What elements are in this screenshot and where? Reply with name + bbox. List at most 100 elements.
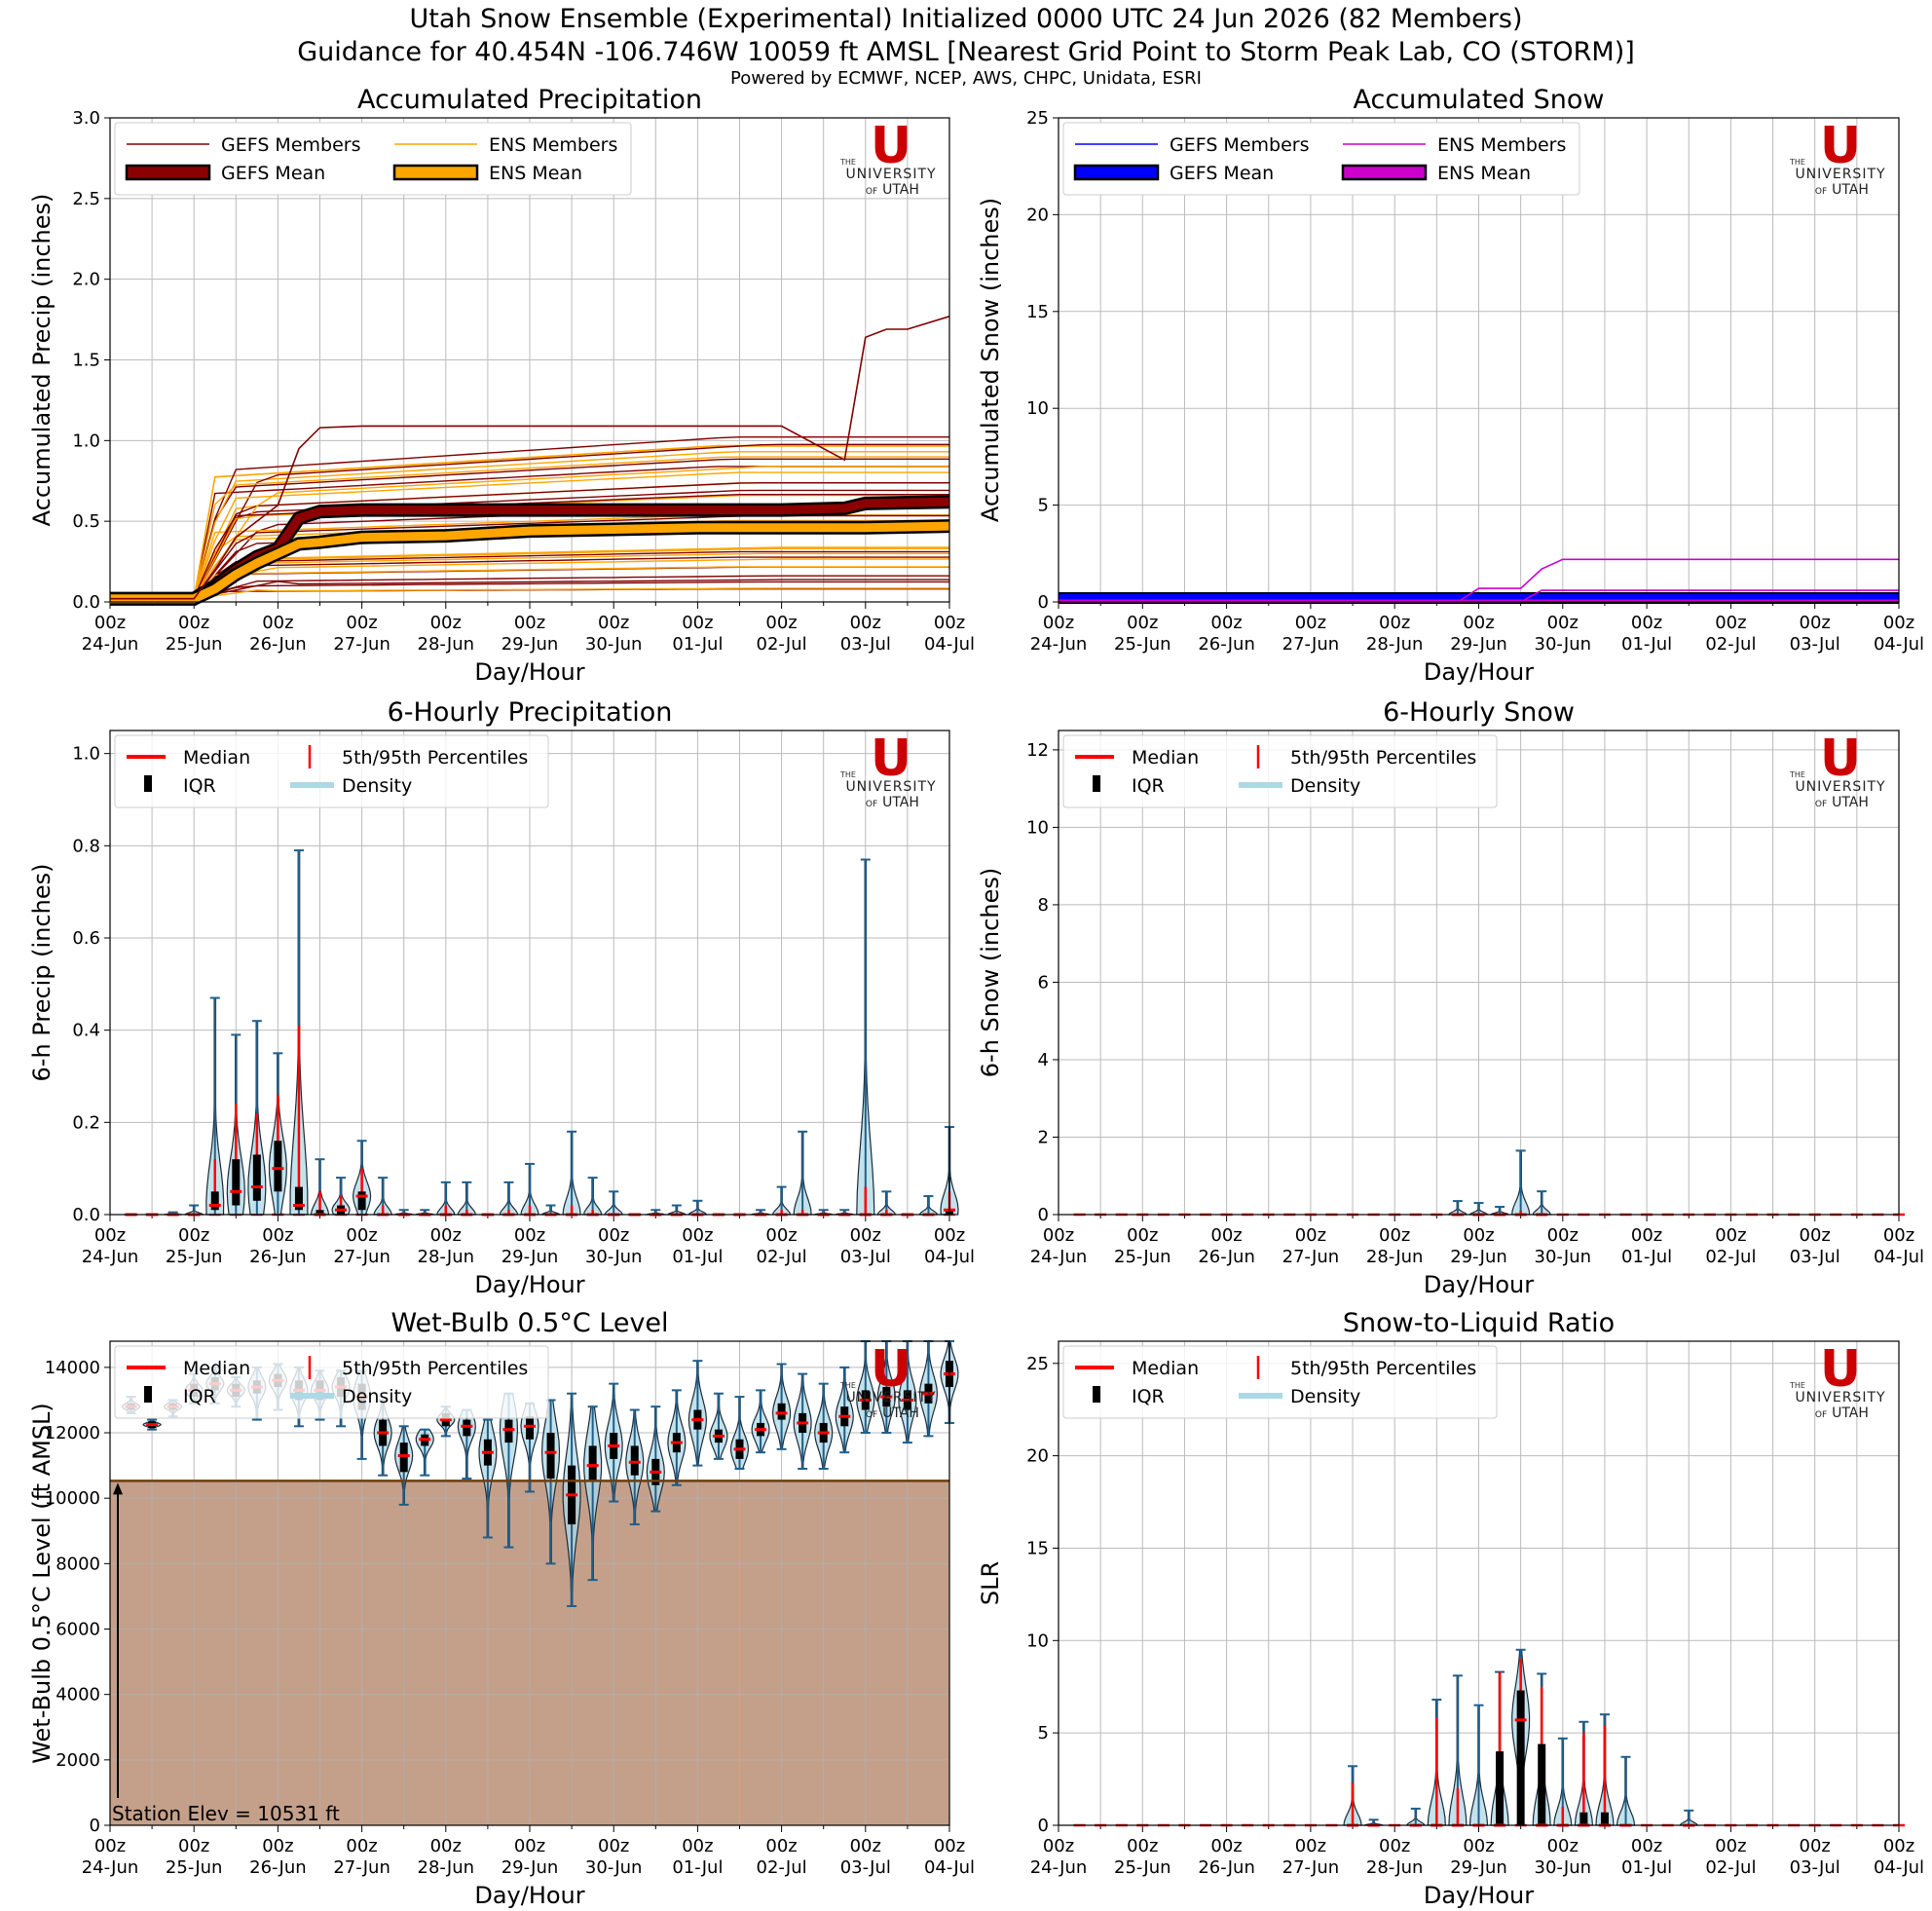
violin-iqr-box bbox=[1538, 1743, 1546, 1825]
x-tick-date-label: 26-Jun bbox=[1198, 1857, 1255, 1878]
x-tick-hour-label: 00z bbox=[1379, 1836, 1410, 1856]
y-tick-label: 0 bbox=[1038, 592, 1049, 613]
logo-utah-text: UTAH bbox=[882, 1405, 919, 1421]
x-tick-date-label: 24-Jun bbox=[82, 1857, 139, 1878]
x-tick-date-label: 27-Jun bbox=[1282, 1247, 1340, 1267]
x-tick-hour-label: 00z bbox=[1379, 613, 1410, 633]
x-tick-hour-label: 00z bbox=[178, 1836, 209, 1856]
x-tick-date-label: 26-Jun bbox=[249, 1857, 307, 1878]
x-tick-hour-label: 00z bbox=[934, 613, 965, 633]
logo-the-text: THE bbox=[1789, 158, 1805, 167]
x-tick-hour-label: 00z bbox=[934, 1836, 965, 1856]
violin-mark bbox=[1532, 1672, 1551, 1827]
x-tick-date-label: 30-Jun bbox=[585, 1857, 643, 1878]
x-tick-date-label: 30-Jun bbox=[1535, 1247, 1592, 1267]
violin-iqr-box bbox=[463, 1419, 471, 1437]
legend-box bbox=[114, 734, 549, 808]
ens-member-line bbox=[110, 587, 949, 600]
legend-box bbox=[1062, 122, 1580, 196]
legend-label: GEFS Members bbox=[221, 134, 360, 156]
x-tick-date-label: 30-Jun bbox=[1535, 634, 1592, 655]
x-tick-hour-label: 00z bbox=[1800, 1836, 1831, 1856]
y-tick-label: 15 bbox=[1026, 302, 1049, 322]
legend-swatch-iqr bbox=[144, 775, 152, 792]
violin-mark bbox=[771, 1363, 792, 1450]
x-tick-date-label: 29-Jun bbox=[1450, 1857, 1507, 1878]
y-axis-label: Accumulated Precip (inches) bbox=[28, 194, 56, 527]
violin-iqr-box bbox=[1579, 1812, 1588, 1825]
panel-title: 6-Hourly Precipitation bbox=[388, 697, 673, 728]
x-tick-hour-label: 00z bbox=[1631, 613, 1662, 633]
x-tick-date-label: 25-Jun bbox=[166, 1857, 223, 1878]
violin-iqr-box bbox=[777, 1403, 786, 1420]
x-tick-hour-label: 00z bbox=[1295, 1836, 1326, 1856]
logo-of-text: OF bbox=[866, 800, 877, 809]
x-tick-hour-label: 00z bbox=[1631, 1225, 1662, 1246]
violin-mark bbox=[667, 1389, 687, 1486]
logo-university-text: UNIVERSITY bbox=[845, 779, 936, 795]
x-tick-date-label: 02-Jul bbox=[1705, 1857, 1756, 1878]
panel-title: 6-Hourly Snow bbox=[1383, 697, 1575, 728]
legend-label: 5th/95th Percentiles bbox=[342, 1358, 528, 1379]
legend-swatch bbox=[1341, 164, 1428, 181]
y-axis-label: Wet-Bulb 0.5°C Level (ft AMSL) bbox=[28, 1403, 56, 1764]
gefs-member-line bbox=[110, 443, 949, 600]
x-tick-date-label: 03-Jul bbox=[840, 1247, 891, 1267]
violin-iqr-box bbox=[588, 1445, 597, 1482]
violin-iqr-box bbox=[1496, 1751, 1505, 1825]
x-tick-date-label: 04-Jul bbox=[1874, 1247, 1924, 1267]
panel-precip_6h: 6-Hourly Precipitation Day/Hour 6-h Precip… bbox=[28, 697, 975, 1298]
y-tick-label: 0 bbox=[1038, 1205, 1049, 1225]
violin-mark bbox=[898, 1340, 917, 1444]
x-axis-label: Day/Hour bbox=[1424, 1882, 1534, 1909]
x-tick-date-label: 04-Jul bbox=[1874, 1857, 1924, 1878]
x-tick-date-label: 04-Jul bbox=[924, 1247, 975, 1267]
gefs-member-line bbox=[110, 436, 949, 600]
x-tick-hour-label: 00z bbox=[1295, 1225, 1326, 1246]
x-tick-hour-label: 00z bbox=[1715, 1836, 1746, 1856]
x-tick-hour-label: 00z bbox=[346, 1225, 377, 1246]
x-tick-hour-label: 00z bbox=[1210, 613, 1242, 633]
x-tick-hour-label: 00z bbox=[1715, 1225, 1746, 1246]
x-tick-hour-label: 00z bbox=[934, 1225, 965, 1246]
panel-title: Accumulated Precipitation bbox=[357, 85, 702, 115]
x-tick-hour-label: 00z bbox=[1547, 1836, 1579, 1856]
legend-label: ENS Members bbox=[489, 134, 617, 156]
y-axis-label: 6-h Precip (inches) bbox=[28, 864, 56, 1082]
legend-label: GEFS Mean bbox=[1170, 163, 1274, 184]
gefs-member-line bbox=[110, 581, 949, 600]
legend-label: Density bbox=[1290, 775, 1360, 797]
x-tick-hour-label: 00z bbox=[1800, 1225, 1831, 1246]
x-tick-date-label: 28-Jun bbox=[1366, 1247, 1424, 1267]
y-tick-label: 25 bbox=[1026, 108, 1049, 129]
x-tick-hour-label: 00z bbox=[598, 1836, 629, 1856]
x-tick-hour-label: 00z bbox=[262, 613, 293, 633]
x-tick-date-label: 03-Jul bbox=[840, 634, 891, 655]
violin-mark bbox=[247, 1020, 267, 1216]
x-tick-date-label: 29-Jun bbox=[1450, 634, 1507, 655]
legend-label: Median bbox=[1132, 747, 1199, 768]
x-tick-date-label: 24-Jun bbox=[82, 1247, 139, 1267]
x-tick-date-label: 26-Jun bbox=[1198, 1247, 1255, 1267]
x-tick-date-label: 26-Jun bbox=[1198, 634, 1255, 655]
x-tick-hour-label: 00z bbox=[430, 1836, 462, 1856]
logo-of-text: OF bbox=[1815, 1410, 1827, 1420]
y-tick-label: 8000 bbox=[56, 1554, 100, 1574]
x-tick-hour-label: 00z bbox=[346, 1836, 377, 1856]
x-tick-hour-label: 00z bbox=[262, 1836, 293, 1856]
y-tick-label: 0 bbox=[1038, 1816, 1049, 1836]
violin-mark bbox=[751, 1389, 770, 1454]
y-tick-label: 6000 bbox=[56, 1620, 100, 1640]
y-tick-label: 0.5 bbox=[72, 511, 100, 532]
violin-iqr-box bbox=[504, 1419, 513, 1443]
violin-mark bbox=[625, 1408, 645, 1526]
x-tick-date-label: 03-Jul bbox=[840, 1857, 891, 1878]
x-tick-hour-label: 00z bbox=[682, 1225, 713, 1246]
x-tick-date-label: 28-Jun bbox=[1366, 1857, 1424, 1878]
x-tick-date-label: 24-Jun bbox=[1030, 634, 1088, 655]
x-tick-hour-label: 00z bbox=[1547, 1225, 1579, 1246]
gefs-member-line bbox=[110, 316, 950, 600]
x-tick-hour-label: 00z bbox=[94, 613, 126, 633]
x-tick-date-label: 02-Jul bbox=[757, 1857, 807, 1878]
